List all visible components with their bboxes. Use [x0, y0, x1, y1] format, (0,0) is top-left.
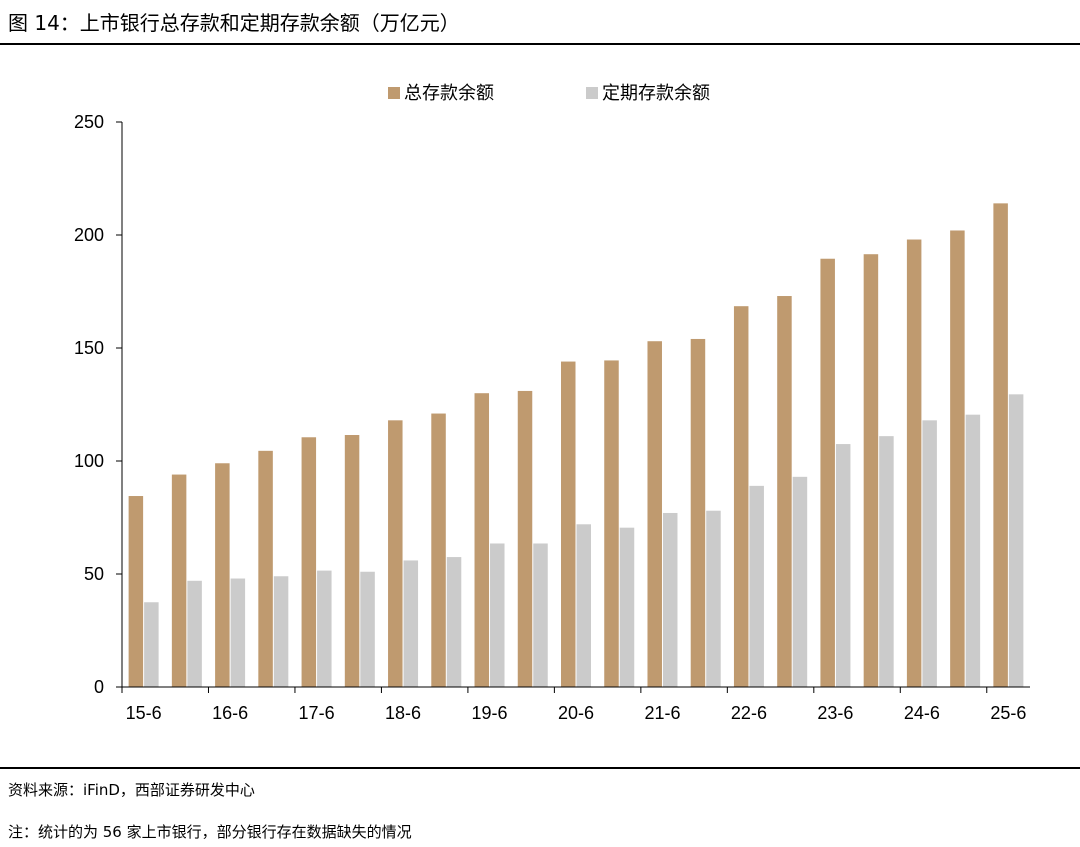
bar-time-deposits	[144, 602, 159, 687]
x-tick-label: 18-6	[385, 703, 421, 723]
bar-time-deposits	[1008, 394, 1024, 687]
x-tick-label: 19-6	[472, 703, 508, 723]
bar-total-deposits	[474, 393, 490, 687]
bar-time-deposits	[706, 510, 721, 687]
legend-label: 定期存款余额	[602, 83, 710, 104]
bar-total-deposits	[820, 258, 835, 687]
x-tick-label: 23-6	[817, 703, 853, 723]
bar-total-deposits	[906, 239, 922, 687]
legend-swatch	[388, 87, 400, 99]
bar-time-deposits	[922, 420, 937, 687]
bar-time-deposits	[317, 570, 332, 687]
bar-total-deposits	[431, 413, 446, 687]
bar-total-deposits	[863, 254, 879, 687]
bar-time-deposits	[576, 524, 591, 687]
bar-total-deposits	[388, 420, 403, 687]
x-tick-label: 24-6	[904, 703, 940, 723]
bar-time-deposits	[792, 476, 808, 687]
bar-time-deposits	[230, 578, 246, 687]
bar-time-deposits	[490, 543, 505, 687]
bar-total-deposits	[993, 203, 1008, 688]
footer-divider	[0, 767, 1080, 769]
bar-time-deposits	[879, 436, 894, 687]
x-tick-label: 25-6	[990, 703, 1026, 723]
bar-time-deposits	[835, 444, 851, 687]
title-divider	[0, 43, 1080, 45]
bar-time-deposits	[360, 571, 375, 687]
y-tick-label: 50	[84, 564, 104, 584]
x-tick-label: 17-6	[299, 703, 335, 723]
y-tick-label: 150	[74, 338, 104, 358]
bar-time-deposits	[965, 414, 981, 687]
bar-total-deposits	[258, 450, 273, 687]
y-tick-label: 100	[74, 451, 104, 471]
y-tick-label: 0	[94, 677, 104, 697]
bar-total-deposits	[301, 437, 317, 687]
y-tick-label: 250	[74, 112, 104, 132]
bar-chart: 总存款余额 定期存款余额 0 50 100 150 200 250 15-6 16-6 17-6 1…	[74, 83, 1030, 723]
bar-time-deposits	[446, 557, 462, 687]
bar-time-deposits	[187, 580, 202, 687]
x-tick-label: 15-6	[126, 703, 162, 723]
bar-total-deposits	[690, 338, 706, 687]
legend-swatch	[586, 87, 598, 99]
x-tick-label: 20-6	[558, 703, 594, 723]
bar-total-deposits	[733, 306, 749, 687]
footnote: 注：统计的为 56 家上市银行，部分银行存在数据缺失的情况	[8, 823, 412, 841]
chart-legend: 总存款余额 定期存款余额	[388, 83, 710, 104]
x-tick-label: 16-6	[212, 703, 248, 723]
x-tick-label: 21-6	[644, 703, 680, 723]
bar-time-deposits	[662, 512, 678, 687]
source-note: 资料来源：iFinD，西部证券研发中心	[8, 781, 255, 799]
bar-time-deposits	[273, 576, 289, 687]
chart-title: 图 14：上市银行总存款和定期存款余额（万亿元）	[8, 11, 460, 35]
bar-total-deposits	[604, 360, 619, 687]
bar-time-deposits	[403, 560, 419, 687]
bar-total-deposits	[344, 435, 360, 687]
bar-total-deposits	[561, 361, 576, 687]
bar-time-deposits	[749, 485, 764, 687]
bar-total-deposits	[777, 296, 792, 687]
bar-series	[128, 203, 1024, 688]
x-tick-label: 22-6	[731, 703, 767, 723]
bar-total-deposits	[171, 474, 187, 687]
bar-total-deposits	[647, 341, 662, 687]
bar-total-deposits	[950, 230, 965, 688]
bar-time-deposits	[533, 543, 548, 687]
bar-time-deposits	[619, 527, 635, 687]
bar-total-deposits	[215, 463, 230, 687]
bar-total-deposits	[517, 390, 533, 687]
bar-total-deposits	[128, 496, 144, 687]
legend-label: 总存款余额	[404, 83, 494, 104]
chart-axes: 0 50 100 150 200 250 15-6 16-6 17-6 18-6 19-6 20-6 2…	[74, 112, 1030, 723]
y-tick-label: 200	[74, 225, 104, 245]
